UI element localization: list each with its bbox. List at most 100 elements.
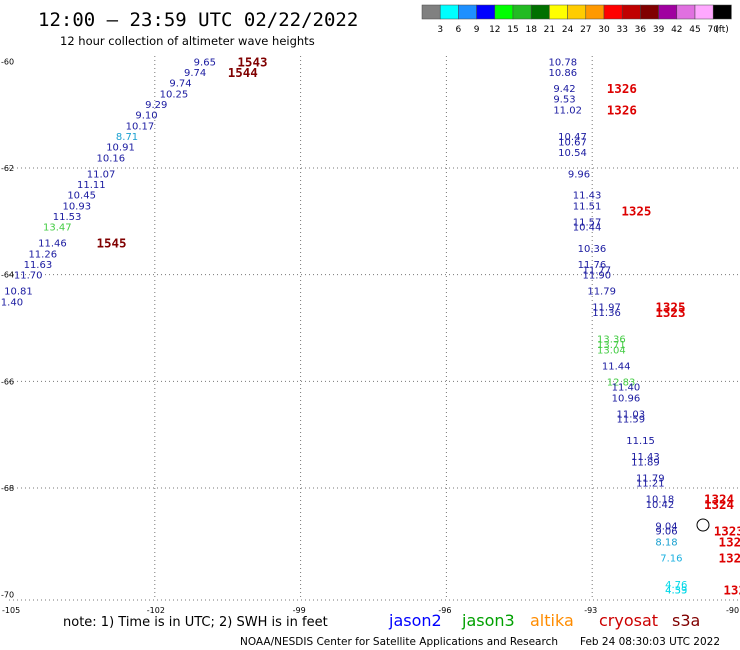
colorbar-swatch [439, 4, 459, 20]
colorbar-swatch [512, 4, 532, 20]
wave-height-value: 10.36 [578, 244, 607, 255]
wave-height-value: 13.04 [597, 345, 626, 356]
wave-height-value: 10.25 [160, 89, 189, 100]
pass-label: 1324 [704, 492, 734, 507]
wave-height-value: 12.83 [607, 377, 636, 388]
wave-height-value: 11.89 [631, 457, 660, 468]
pass-label: 1323 [723, 582, 740, 597]
colorbar-label: 39 [653, 25, 665, 35]
longitude-label: -102 [147, 606, 165, 615]
pass-label: 1323 [719, 550, 740, 565]
colorbar-label: 21 [544, 25, 555, 35]
wave-height-value: 4.59 [665, 585, 687, 596]
pass-label: 1545 [96, 236, 126, 251]
latitude-label: -64 [1, 271, 14, 280]
wave-height-value: 13.47 [43, 223, 72, 234]
colorbar-label: 3 [437, 25, 443, 35]
wave-height-value: 9.53 [553, 95, 575, 106]
wave-height-value: 9.29 [145, 100, 167, 111]
wave-height-value: 7.16 [660, 553, 682, 564]
wave-height-value: 11.46 [38, 239, 67, 250]
colorbar-label: 36 [635, 25, 647, 35]
latitude-label: -62 [1, 164, 14, 173]
pass-label: 1323 [655, 305, 685, 320]
legend-entry-jason3: jason3 [461, 611, 515, 630]
wave-height-value: 11.03 [617, 409, 646, 420]
wave-height-value: 10.93 [62, 201, 91, 212]
wave-height-value: 13.71 [597, 340, 626, 351]
colorbar-label: 9 [474, 25, 480, 35]
longitude-label: -105 [2, 606, 20, 615]
wave-height-value: 11.11 [77, 180, 106, 191]
wave-height-value: 11.40 [0, 297, 23, 308]
wave-height-value: 11.76 [578, 260, 607, 271]
colorbar-label: 15 [507, 25, 518, 35]
latitude-label: -60 [1, 57, 14, 66]
footer-timestamp: Feb 24 08:30:03 UTC 2022 [580, 636, 720, 648]
legend-entry-altika: altika [530, 611, 574, 630]
wave-height-value: 11.36 [592, 308, 621, 319]
wave-height-value: 10.54 [558, 148, 587, 159]
latitude-label: -68 [1, 484, 14, 493]
colorbar-swatch [694, 4, 714, 20]
colorbar-swatch [640, 4, 659, 20]
pass-label: 1326 [607, 102, 637, 117]
latitude-label: -66 [1, 377, 14, 386]
wave-height-value: 10.78 [548, 57, 577, 68]
colorbar-label: 42 [671, 25, 682, 35]
colorbar-label: 30 [598, 25, 610, 35]
satellite-legend: jason2 jason3 altika cryosat s3a [388, 611, 700, 630]
wave-height-value: 11.79 [587, 287, 616, 298]
wave-height-value: 11.53 [53, 212, 82, 223]
pass-label: 1323 [719, 534, 740, 549]
footer-credit: NOAA/NESDIS Center for Satellite Applica… [240, 636, 558, 648]
wave-height-value: 10.17 [126, 121, 155, 132]
colorbar-label: 24 [562, 25, 574, 35]
wave-height-value: 11.44 [602, 361, 631, 372]
colorbar-swatch [712, 4, 732, 20]
longitude-label: -96 [438, 606, 451, 615]
colorbar-label: 6 [456, 25, 462, 35]
wave-height-value: 11.59 [617, 415, 646, 426]
colorbar-label: 70 [707, 25, 719, 35]
wave-height-value: 10.86 [548, 68, 577, 79]
wave-height-value: 11.26 [28, 249, 57, 260]
colorbar-swatch [530, 4, 550, 20]
wave-height-value: 8.71 [116, 132, 138, 143]
colorbar-label: 12 [489, 25, 500, 35]
wave-height-value: 9.42 [553, 84, 575, 95]
wave-height-value: 10.81 [4, 287, 33, 298]
pass-label: 1326 [607, 81, 637, 96]
position-marker-icon [696, 518, 710, 532]
colorbar-label: 45 [689, 25, 700, 35]
wave-height-value: 9.06 [655, 527, 677, 538]
wave-height-value: 10.42 [646, 500, 675, 511]
wave-height-value: 9.74 [184, 68, 206, 79]
colorbar-swatch [458, 4, 477, 20]
wave-height-value: 9.65 [194, 57, 216, 68]
colorbar-swatch [585, 4, 605, 20]
colorbar-label: 27 [580, 25, 591, 35]
page-subtitle: 12 hour collection of altimeter wave hei… [60, 34, 315, 48]
latitude-labels: -60 -62 -64 -66 -68 -70 [1, 57, 14, 599]
wave-height-value: 9.74 [169, 79, 191, 90]
track-labels: 1543154415451326132613251325132313241324… [96, 54, 740, 597]
colorbar-label: 33 [616, 25, 627, 35]
colorbar-swatch [567, 4, 587, 20]
wave-height-value: 10.16 [96, 153, 125, 164]
pass-label: 1323 [714, 524, 740, 539]
latitude-label: -70 [1, 591, 14, 600]
pass-label: 1544 [228, 65, 258, 80]
colorbar-swatch [658, 4, 678, 20]
wave-height-value: 11.51 [573, 201, 602, 212]
longitude-label: -99 [293, 606, 306, 615]
wave-height-value: 10.67 [558, 137, 587, 148]
wave-height-value: 9.04 [655, 521, 677, 532]
wave-height-value: 11.40 [612, 383, 641, 394]
wave-height-value: 13.36 [597, 335, 626, 346]
longitude-label: -90 [726, 606, 739, 615]
wave-height-value: 10.91 [106, 143, 135, 154]
